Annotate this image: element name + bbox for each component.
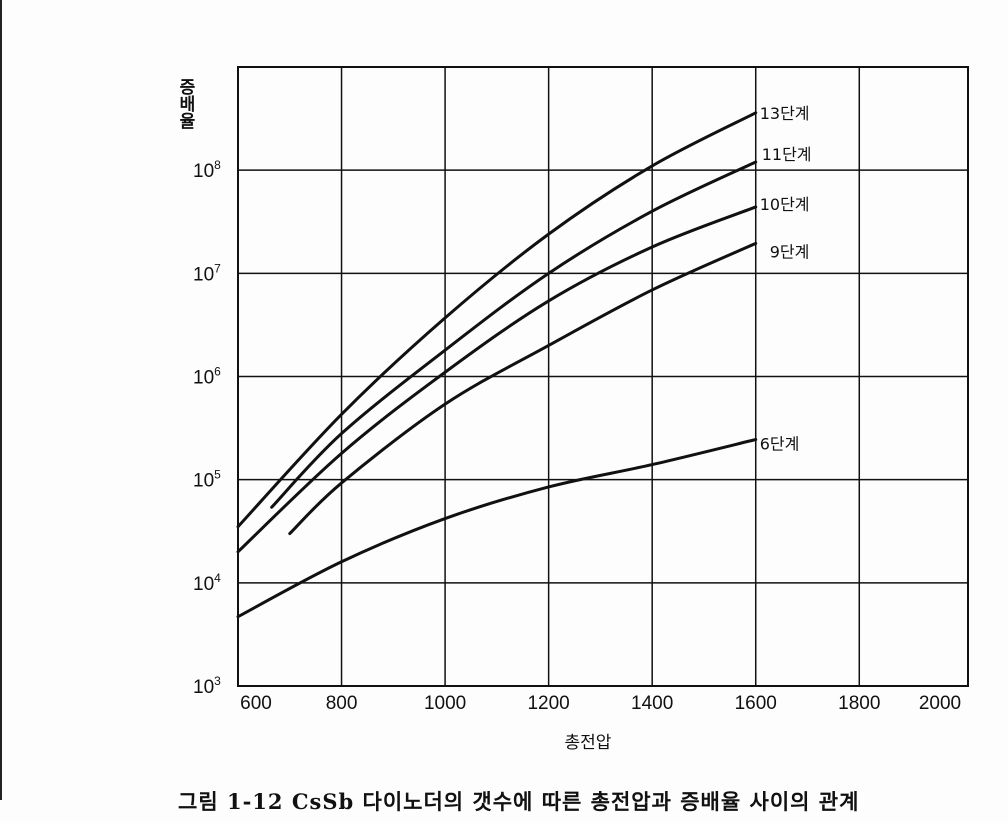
y-tick-label: 107 [193, 261, 221, 285]
series-line [288, 241, 758, 536]
series-line [236, 111, 758, 529]
x-tick-label: 1200 [527, 693, 569, 714]
x-tick-label: 1600 [735, 693, 777, 714]
series-label: 11단계 [762, 145, 812, 164]
y-tick-label: 104 [193, 571, 221, 595]
y-axis-label: 증배율 [175, 78, 195, 129]
series-label: 6단계 [760, 435, 800, 454]
series-label: 13단계 [760, 104, 810, 123]
grid [237, 66, 969, 687]
labels: 600 800 1000 1200 1400 1600 1800 2000 103 104 105 1… [175, 78, 961, 753]
x-axis-label: 총전압 [565, 733, 612, 753]
series-lines [236, 111, 758, 619]
series-line [270, 160, 758, 509]
x-tick-label: 1800 [838, 693, 880, 714]
y-tick-label: 105 [193, 468, 221, 492]
figure-caption: 그림 1-12 CsSb 다이노더의 갯수에 따른 총전압과 증배율 사이의 관… [178, 789, 860, 814]
y-tick-label: 103 [193, 674, 221, 698]
x-tick-label: 1000 [424, 693, 466, 714]
x-tick-label: 2000 [919, 693, 961, 714]
y-tick-label: 106 [193, 365, 221, 389]
series-label: 10단계 [760, 195, 810, 214]
page-edge-line [0, 0, 2, 800]
y-tick-label: 108 [193, 158, 221, 182]
x-tick-label: 600 [240, 693, 272, 714]
series-line [236, 438, 758, 619]
series-line [236, 205, 758, 554]
x-tick-label: 800 [326, 693, 358, 714]
series-label: 9단계 [770, 242, 810, 261]
x-tick-label: 1400 [631, 693, 673, 714]
